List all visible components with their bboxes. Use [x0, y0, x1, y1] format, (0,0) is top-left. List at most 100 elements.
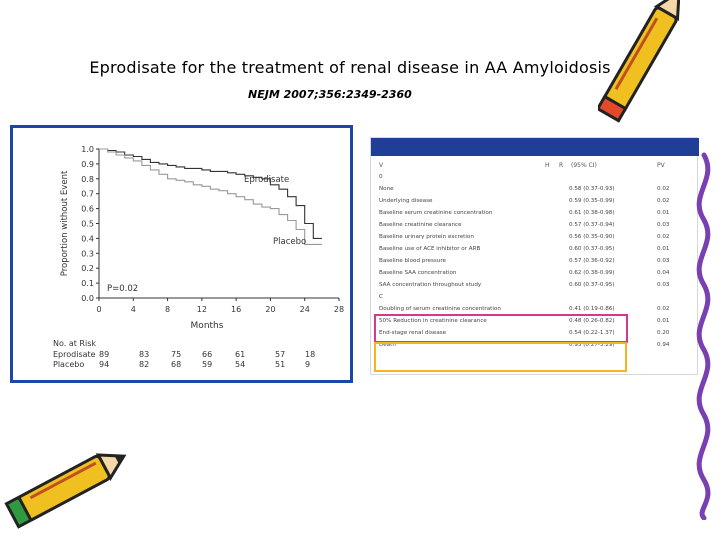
series-line-placebo	[99, 148, 322, 245]
x-tick-label: 16	[231, 305, 241, 314]
table-cell: 0.03	[657, 258, 670, 264]
table-cell: 0.02	[657, 198, 670, 204]
table-cell: 0.59 (0.35-0.99)	[569, 198, 615, 204]
y-tick-label: 0.0	[81, 294, 94, 303]
table-cell: Baseline SAA concentration	[379, 270, 457, 276]
table-header-row: V H R (95% CI) PV	[375, 160, 693, 172]
y-tick-label: 1.0	[81, 145, 94, 154]
table-row: Underlying disease 0.59 (0.35-0.99) 0.02	[375, 196, 693, 208]
series-line-eprodisate	[99, 148, 322, 239]
at-risk-value: 61	[235, 350, 245, 359]
swirl-border-right	[696, 152, 711, 520]
table-cell: Baseline blood pressure	[379, 258, 446, 264]
table-cell: 0.48 (0.26-0.82)	[569, 318, 615, 324]
table-row: Baseline serum creatinine concentration 0…	[375, 208, 693, 220]
table-cell: 0.95 (0.27-3.29)	[569, 342, 615, 348]
y-tick-label: 0.2	[81, 264, 94, 273]
y-tick-label: 0.1	[81, 279, 94, 288]
at-risk-header: No. at Risk	[53, 339, 96, 348]
x-tick-label: 20	[265, 305, 275, 314]
y-tick-label: 0.7	[81, 190, 94, 199]
table-cell: Baseline creatinine clearance	[379, 222, 462, 228]
table-cell: 0.60 (0.37-0.95)	[569, 282, 615, 288]
at-risk-value: 68	[171, 360, 181, 369]
at-risk-value: 57	[275, 350, 285, 359]
table-cell: 0.04	[657, 270, 670, 276]
table-cell: Death	[379, 342, 396, 348]
table-column-header: H	[545, 162, 550, 169]
at-risk-value: 83	[139, 350, 149, 359]
table-cell: Baseline serum creatinine concentration	[379, 210, 493, 216]
table-row: 50% Reduction in creatinine clearance 0.4…	[375, 316, 693, 328]
y-tick-label: 0.4	[81, 234, 94, 243]
table-cell: 50% Reduction in creatinine clearance	[379, 318, 487, 324]
km-chart-panel: 0.0 0.1 0.2 0.3 0.4 0.5 0.6 0.7 0.8 0.9 1.0 0 4 8 12 16…	[10, 125, 353, 383]
at-risk-value: 18	[305, 350, 315, 359]
table-cell: 0.01	[657, 210, 670, 216]
table-cell: 0.54 (0.22-1.37)	[569, 330, 615, 336]
table-column-header: R	[559, 162, 564, 169]
y-axis-label: Proportion without Event	[60, 170, 70, 276]
table-cell: 0.02	[657, 306, 670, 312]
table-row: C	[375, 292, 693, 304]
y-tick-label: 0.8	[81, 175, 94, 184]
table-header-bar	[371, 138, 699, 156]
table-cell: Underlying disease	[379, 198, 433, 204]
table-row: Baseline urinary protein excretion 0.56 (…	[375, 232, 693, 244]
table-row: End-stage renal disease 0.54 (0.22-1.37) 0…	[375, 328, 693, 340]
pencil-icon-top-right	[598, 0, 680, 123]
table-cell: 0.94	[657, 342, 670, 348]
x-tick-label: 28	[334, 305, 344, 314]
p-value-annotation: P=0.02	[107, 284, 138, 294]
x-tick-label: 8	[165, 305, 170, 314]
table-cell: 0.20	[657, 330, 670, 336]
table-cell: C	[379, 294, 383, 300]
at-risk-row-label: Eprodisate	[53, 350, 96, 359]
table-row: Baseline blood pressure 0.57 (0.36-0.92) 0…	[375, 256, 693, 268]
at-risk-value: 66	[202, 350, 212, 359]
table-cell: SAA concentration throughout study	[379, 282, 482, 288]
km-chart: 0.0 0.1 0.2 0.3 0.4 0.5 0.6 0.7 0.8 0.9 1.0 0 4 8 12 16…	[53, 145, 344, 369]
at-risk-value: 89	[99, 350, 109, 359]
at-risk-value: 54	[235, 360, 245, 369]
x-tick-label: 4	[131, 305, 136, 314]
at-risk-value: 94	[99, 360, 109, 369]
table-cell: End-stage renal disease	[379, 330, 447, 336]
hazard-table-panel: V H R (95% CI) PV 0 None 0.58 (0.37-0.93) 0.02 Un…	[370, 137, 699, 375]
table-row: Baseline use of ACE inhibitor or ARB 0.60…	[375, 244, 693, 256]
table-row: None 0.58 (0.37-0.93) 0.02	[375, 184, 693, 196]
table-column-header: (95% CI)	[571, 162, 597, 169]
y-tick-label: 0.6	[81, 205, 94, 214]
pencil-icon-bottom-left	[4, 453, 127, 529]
x-axis-label: Months	[191, 321, 224, 331]
x-tick-label: 0	[96, 305, 101, 314]
table-cell: 0.61 (0.38-0.98)	[569, 210, 615, 216]
at-risk-value: 9	[305, 360, 310, 369]
table-cell: 0.58 (0.37-0.93)	[569, 186, 615, 192]
y-tick-label: 0.9	[81, 160, 94, 169]
slide-title: Eprodisate for the treatment of renal di…	[89, 58, 611, 77]
table-cell: Baseline urinary protein excretion	[379, 234, 474, 240]
series-label-placebo: Placebo	[273, 237, 306, 247]
x-tick-label: 24	[300, 305, 310, 314]
table-cell: 0.01	[657, 318, 670, 324]
table-cell: Baseline use of ACE inhibitor or ARB	[379, 246, 481, 252]
at-risk-value: 82	[139, 360, 149, 369]
table-cell: 0.60 (0.37-0.95)	[569, 246, 615, 252]
table-cell: Doubling of serum creatinine concentrati…	[379, 306, 501, 312]
table-cell: 0.03	[657, 282, 670, 288]
table-cell: 0.03	[657, 222, 670, 228]
y-tick-label: 0.5	[81, 220, 94, 229]
table-cell: 0.01	[657, 246, 670, 252]
table-cell: 0.02	[657, 234, 670, 240]
series-label-eprodisate: Eprodisate	[244, 175, 289, 185]
table-cell: 0.56 (0.35-0.90)	[569, 234, 615, 240]
table-column-header: PV	[657, 162, 665, 169]
highlight-box-magenta	[374, 314, 628, 343]
table-row: Baseline SAA concentration 0.62 (0.38-0.9…	[375, 268, 693, 280]
at-risk-value: 51	[275, 360, 285, 369]
at-risk-value: 75	[171, 350, 181, 359]
table-row: Death 0.95 (0.27-3.29) 0.94	[375, 340, 693, 352]
table-cell: 0.41 (0.19-0.86)	[569, 306, 615, 312]
table-cell: 0.02	[657, 186, 670, 192]
